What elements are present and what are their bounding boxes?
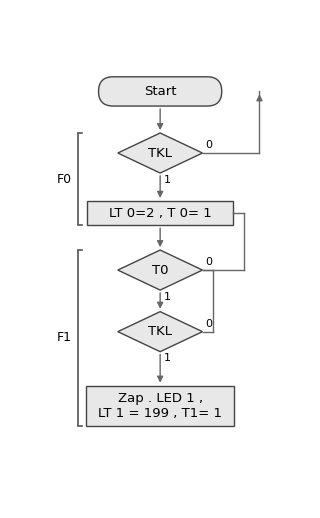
Text: 0: 0 bbox=[205, 140, 212, 150]
Text: TKL: TKL bbox=[148, 147, 172, 160]
Text: 1: 1 bbox=[164, 292, 171, 301]
Text: 1: 1 bbox=[164, 175, 171, 184]
Text: T0: T0 bbox=[152, 264, 168, 277]
Bar bbox=[87, 201, 233, 225]
Text: 0: 0 bbox=[205, 257, 212, 267]
Text: Zap . LED 1 ,
LT 1 = 199 , T1= 1: Zap . LED 1 , LT 1 = 199 , T1= 1 bbox=[98, 392, 222, 420]
Text: F0: F0 bbox=[56, 172, 72, 185]
Text: Start: Start bbox=[144, 85, 176, 98]
Polygon shape bbox=[118, 133, 203, 173]
Text: LT 0=2 , T 0= 1: LT 0=2 , T 0= 1 bbox=[109, 207, 212, 220]
Polygon shape bbox=[118, 312, 203, 352]
Text: 1: 1 bbox=[164, 353, 171, 363]
Text: 0: 0 bbox=[205, 319, 212, 328]
Text: F1: F1 bbox=[57, 332, 72, 344]
Polygon shape bbox=[118, 250, 203, 290]
FancyBboxPatch shape bbox=[99, 77, 222, 106]
Text: TKL: TKL bbox=[148, 325, 172, 338]
Bar bbox=[86, 385, 234, 426]
